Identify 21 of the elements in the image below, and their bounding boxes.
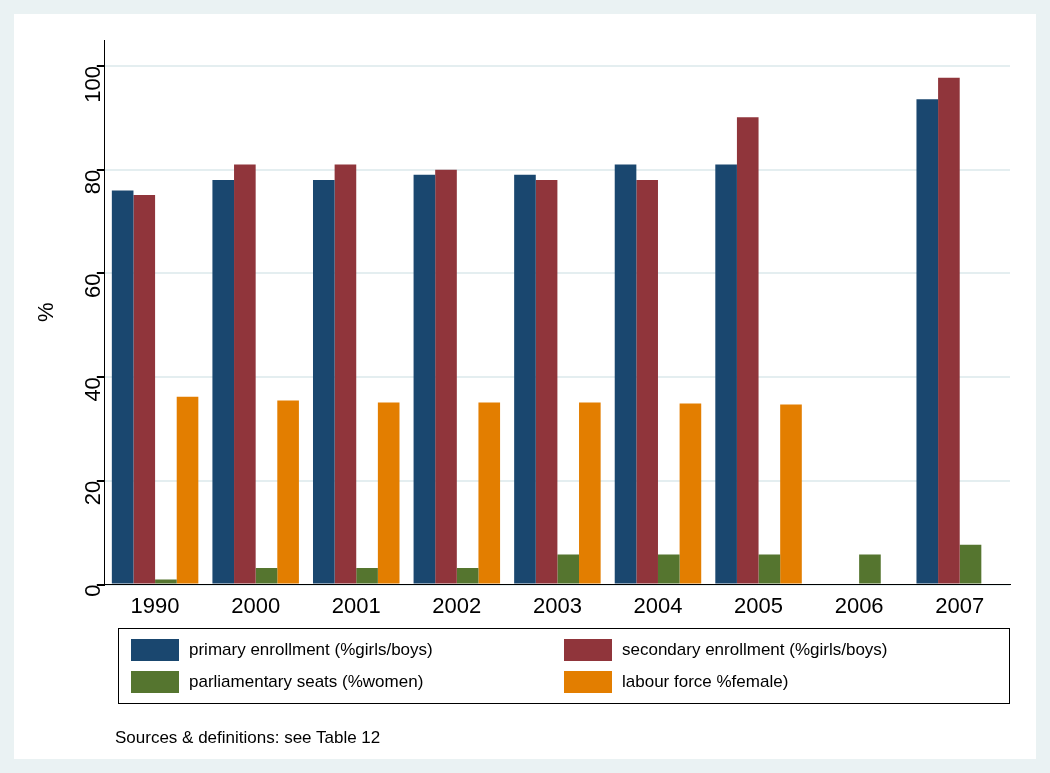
source-note: Sources & definitions: see Table 12: [115, 728, 381, 748]
x-tick-label: 2000: [231, 592, 281, 618]
y-tick-label: 60: [79, 273, 105, 298]
x-tick-label: 1990: [130, 592, 180, 618]
y-tick-label: 0: [79, 584, 105, 597]
y-tick-label: 100: [79, 65, 105, 103]
x-tick-label: 2007: [935, 592, 985, 618]
x-tick-label: 2005: [734, 592, 784, 618]
legend-label: secondary enrollment (%girls/boys): [622, 640, 888, 660]
y-axis-title: %: [33, 302, 59, 323]
x-tick-label: 2001: [331, 592, 381, 618]
x-tick-label: 2006: [834, 592, 884, 618]
y-tick-label: 20: [79, 480, 105, 506]
x-tick-label: 2002: [432, 592, 482, 618]
x-tick-label: 2004: [633, 592, 683, 618]
legend-label: labour force %female): [622, 672, 789, 692]
x-tick-label: 2003: [532, 592, 582, 618]
legend-label: parliamentary seats (%women): [189, 672, 424, 692]
legend-label: primary enrollment (%girls/boys): [189, 640, 433, 660]
y-tick-label: 40: [79, 377, 105, 402]
y-tick-label: 80: [79, 169, 105, 195]
